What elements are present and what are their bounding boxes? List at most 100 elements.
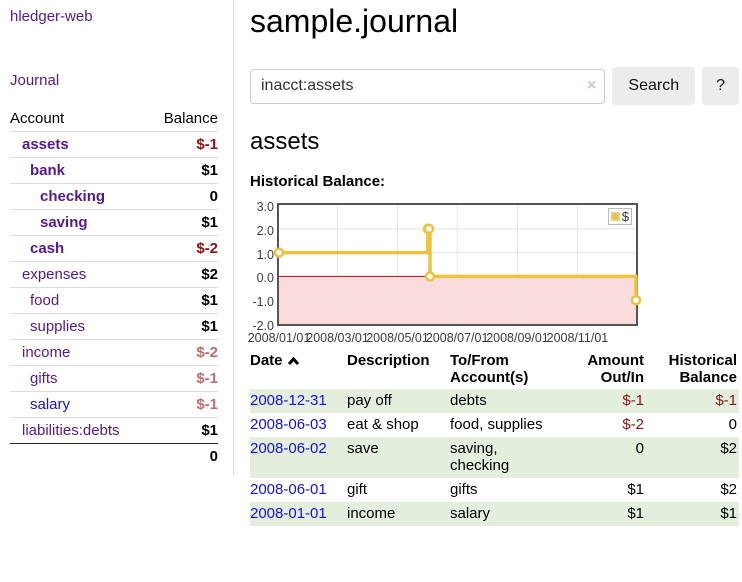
sidebar-account-row: income $-2: [10, 339, 218, 366]
transaction-balance: $2: [720, 481, 737, 498]
transaction-accounts: gifts: [450, 481, 478, 498]
sidebar-account-row: liabilities:debts $1: [10, 417, 218, 444]
register-table: Date Description To/From Account(s) Amou…: [250, 350, 739, 526]
sidebar-account-link[interactable]: salary: [30, 396, 71, 413]
transaction-amount: $-1: [622, 392, 644, 409]
sidebar-account-row: gifts $-1: [10, 365, 218, 392]
transaction-description: save: [347, 440, 379, 457]
brand: hledger-web: [10, 8, 218, 25]
main-content: sample.journal × Search ? assets Histori…: [234, 0, 742, 526]
sidebar-account-balance: $1: [149, 417, 218, 444]
transaction-row: 2008-06-03 eat & shop food, supplies $-2 0: [250, 413, 739, 437]
transaction-row: 2008-06-01 gift gifts $1 $2: [250, 478, 739, 502]
accounts-header-account: Account: [10, 110, 65, 127]
transaction-amount: $1: [627, 505, 644, 522]
x-axis-tick-label: 2008/07/01: [425, 331, 489, 345]
sidebar-account-row: salary $-1: [10, 391, 218, 418]
accounts-total-row: 0: [10, 443, 218, 469]
sidebar-account-row: supplies $1: [10, 313, 218, 340]
x-axis-tick-label: 2008/11/01: [546, 331, 609, 345]
sidebar-account-link[interactable]: assets: [22, 136, 69, 153]
chart-y-axis: 3.0 2.0 1.0 0.0 -1.0 -2.0: [252, 200, 279, 333]
transaction-balance: $2: [720, 440, 737, 457]
brand-link[interactable]: hledger-web: [10, 8, 93, 25]
transaction-description: pay off: [347, 392, 392, 409]
sidebar-account-row: assets $-1: [10, 131, 218, 158]
chart-plot-area: $ 3.0 2.0 1.0 0.0 -1.0 -2.0 2008/01/01 2008/03…: [248, 200, 642, 345]
register-table-header: Date Description To/From Account(s) Amou…: [250, 350, 739, 389]
x-axis-tick-label: 2008/09/01: [486, 331, 549, 345]
nav-journal: Journal: [10, 72, 218, 89]
help-button[interactable]: ?: [702, 67, 739, 105]
sidebar-account-link[interactable]: gifts: [30, 370, 58, 387]
transaction-date-link[interactable]: 2008-01-01: [250, 505, 327, 522]
transaction-accounts: debts: [450, 392, 487, 409]
sidebar-account-link[interactable]: cash: [30, 240, 65, 257]
sidebar-account-balance: $1: [149, 313, 218, 340]
header-accounts: To/From Account(s): [450, 352, 529, 386]
header-description: Description: [347, 352, 430, 369]
y-axis-tick-label: 2.0: [256, 223, 274, 238]
page-title: sample.journal: [250, 3, 459, 39]
x-axis-tick-label: 2008/01/01: [247, 331, 311, 345]
balance-chart: $ 3.0 2.0 1.0 0.0 -1.0 -2.0 2008/01/01 2008/03…: [248, 200, 642, 345]
sidebar-account-row: bank $1: [10, 157, 218, 184]
transaction-accounts: saving, checking: [450, 440, 510, 474]
page: hledger-web Journal Account Balance asse…: [10, 0, 742, 526]
sidebar-account-row: expenses $2: [10, 261, 218, 288]
transaction-row: 2008-12-31 pay off debts $-1 $-1: [250, 389, 739, 413]
transaction-row: 2008-06-02 save saving, checking 0 $2: [250, 437, 739, 478]
transaction-balance: $-1: [715, 392, 737, 409]
chart-title: Historical Balance:: [250, 173, 386, 190]
sidebar-account-balance: 0: [149, 183, 218, 210]
transaction-accounts: salary: [450, 505, 491, 522]
chart-canvas: [273, 205, 642, 324]
search-box: ×: [250, 68, 606, 104]
sidebar-account-link[interactable]: food: [30, 292, 60, 309]
sidebar-account-row: saving $1: [10, 209, 218, 236]
chart-legend: $: [607, 208, 632, 225]
header-date-label: Date: [250, 352, 283, 369]
transaction-date-link[interactable]: 2008-06-03: [250, 416, 327, 433]
accounts-total-value: 0: [10, 443, 218, 469]
y-axis-tick-label: 3.0: [256, 200, 274, 214]
y-axis-tick-label: 1.0: [256, 247, 274, 262]
y-axis-tick-label: -1.0: [252, 295, 274, 310]
transaction-amount: 0: [635, 440, 644, 457]
sidebar-account-link[interactable]: checking: [40, 188, 106, 205]
transaction-balance: 0: [728, 416, 737, 433]
sidebar-account-row: food $1: [10, 287, 218, 314]
journal-link[interactable]: Journal: [10, 72, 60, 89]
transaction-balance: $1: [720, 505, 737, 522]
transaction-row: 2008-01-01 income salary $1 $1: [250, 502, 739, 526]
sidebar-account-link[interactable]: expenses: [22, 266, 87, 283]
legend-swatch-icon: [610, 212, 620, 221]
accounts-header-balance: Balance: [163, 110, 218, 127]
transaction-date-link[interactable]: 2008-06-02: [250, 440, 327, 457]
sidebar-account-link[interactable]: liabilities:debts: [22, 422, 120, 439]
transaction-description: gift: [347, 481, 368, 498]
sidebar-account-row: checking 0: [10, 183, 218, 210]
sidebar-account-row: cash $-2: [10, 235, 218, 262]
y-axis-tick-label: 0.0: [256, 271, 274, 286]
y-axis-tick-label: -2.0: [252, 319, 274, 333]
search-input[interactable]: [250, 68, 606, 104]
transaction-accounts: food, supplies: [450, 416, 543, 433]
legend-label: $: [621, 209, 629, 224]
x-axis-tick-label: 2008/03/01: [306, 331, 369, 345]
search-button[interactable]: Search: [612, 67, 696, 105]
sidebar-account-link[interactable]: income: [22, 344, 71, 361]
chart-x-axis: 2008/01/01 2008/03/01 2008/05/01 2008/07/01…: [248, 331, 636, 347]
x-axis-tick-label: 2008/05/01: [366, 331, 429, 345]
sidebar-account-link[interactable]: saving: [40, 214, 88, 231]
header-date[interactable]: Date: [250, 350, 347, 389]
clear-search-icon[interactable]: ×: [587, 77, 597, 94]
sidebar-account-link[interactable]: bank: [30, 162, 66, 179]
sidebar-account-link[interactable]: supplies: [30, 318, 86, 335]
header-amount: Amount Out/In: [587, 352, 644, 386]
sidebar-account-balance: $1: [149, 287, 218, 314]
transaction-date-link[interactable]: 2008-06-01: [250, 481, 327, 498]
transaction-date-link[interactable]: 2008-12-31: [250, 392, 327, 409]
accounts-table: Account Balance assets $-1 bank $1 checking 0…: [10, 107, 218, 469]
transaction-amount: $-2: [622, 416, 644, 433]
